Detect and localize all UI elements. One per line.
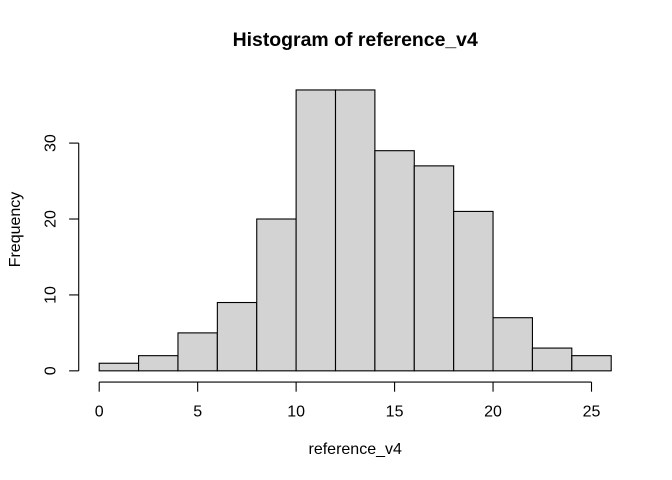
svg-text:Histogram of reference_v4: Histogram of reference_v4	[233, 29, 478, 51]
svg-text:25: 25	[583, 404, 601, 421]
svg-text:Frequency: Frequency	[7, 192, 24, 268]
svg-text:15: 15	[386, 404, 404, 421]
svg-text:30: 30	[43, 134, 60, 152]
svg-text:5: 5	[193, 404, 202, 421]
svg-text:reference_v4: reference_v4	[309, 441, 402, 458]
svg-text:20: 20	[484, 404, 502, 421]
svg-text:10: 10	[287, 404, 305, 421]
svg-text:0: 0	[95, 404, 104, 421]
svg-text:0: 0	[43, 366, 60, 375]
svg-text:20: 20	[43, 210, 60, 228]
svg-text:10: 10	[43, 286, 60, 304]
